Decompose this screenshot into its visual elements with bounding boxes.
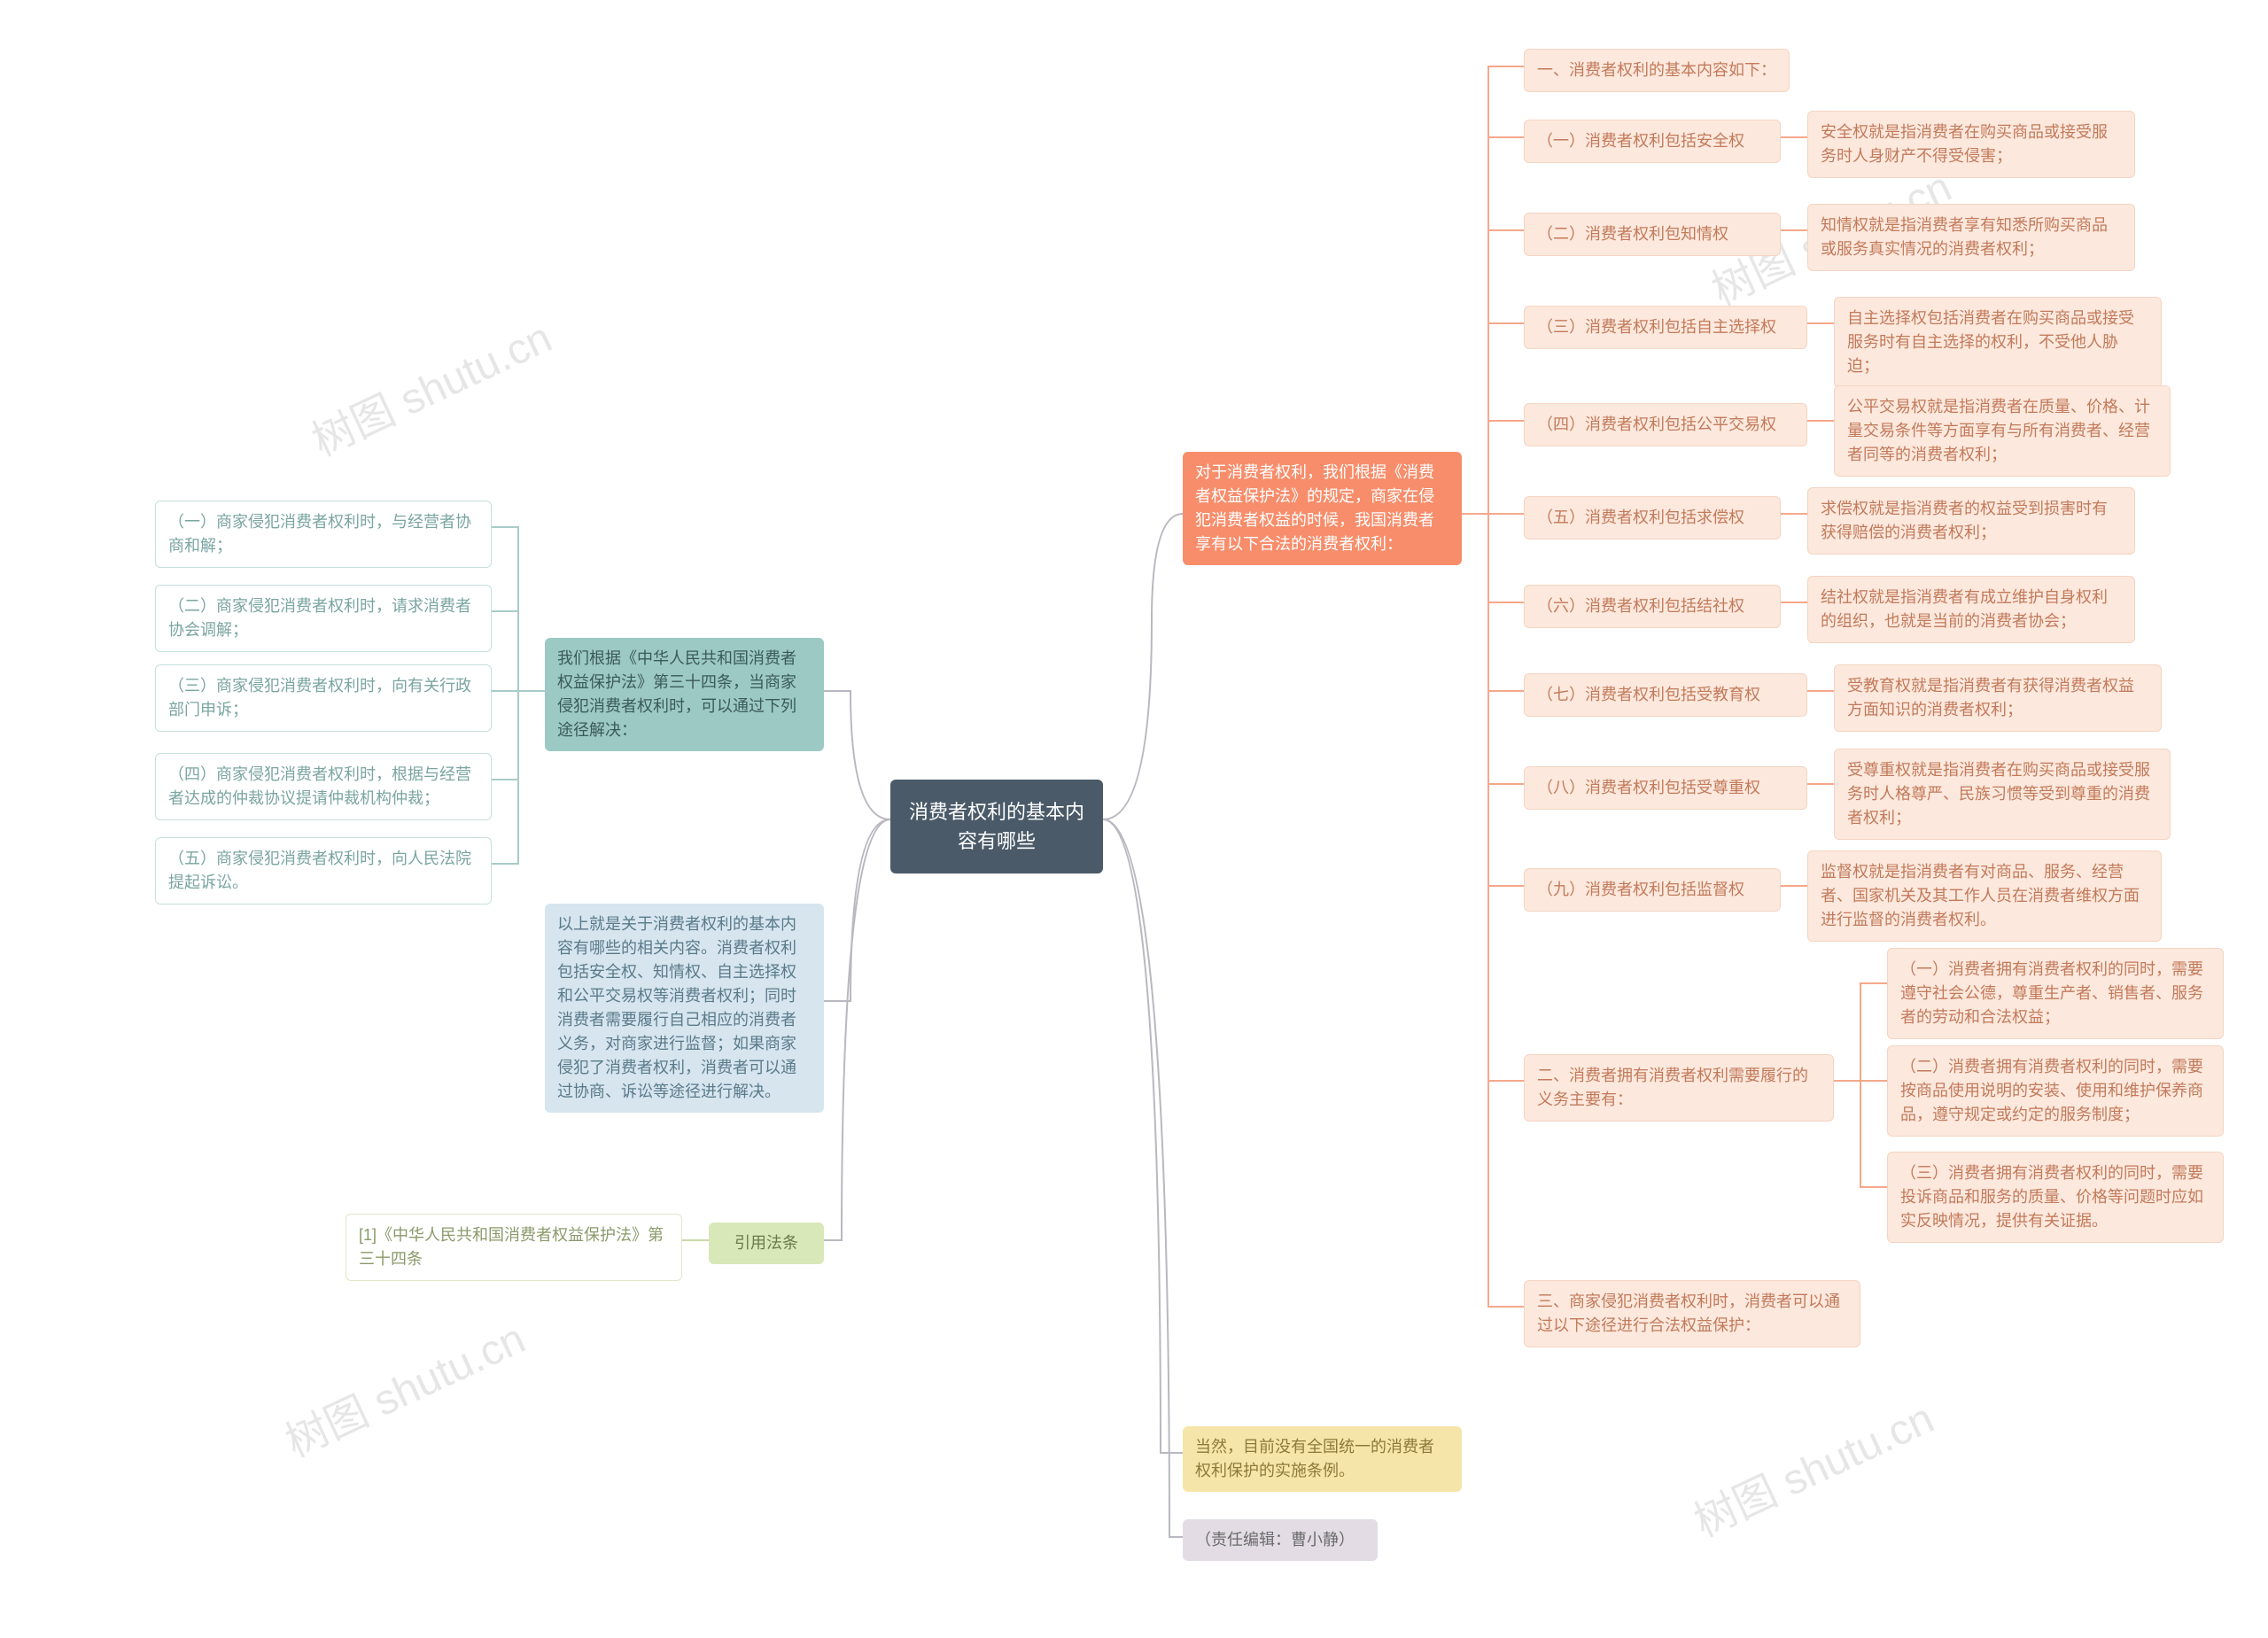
leaf-fair-desc: 公平交易权就是指消费者在质量、价格、计量交易条件等方面享有与所有消费者、经营者同… <box>1834 385 2171 477</box>
leaf-ob3: （三）消费者拥有消费者权利的同时，需要投诉商品和服务的质量、价格等问题时应如实反… <box>1887 1152 2224 1243</box>
leaf-choice-desc: 自主选择权包括消费者在购买商品或接受服务时有自主选择的权利，不受他人胁迫； <box>1834 297 2162 388</box>
leaf-assoc-desc: 结社权就是指消费者有成立维护自身权利的组织，也就是当前的消费者协会； <box>1807 576 2135 643</box>
left-l1: （一）商家侵犯消费者权利时，与经营者协商和解； <box>155 501 492 568</box>
left-l2: （二）商家侵犯消费者权利时，请求消费者协会调解； <box>155 585 492 652</box>
watermark: 树图 shutu.cn <box>274 1304 533 1469</box>
leaf-fair: （四）消费者权利包括公平交易权 <box>1524 403 1807 446</box>
left-branch-law: 我们根据《中华人民共和国消费者权益保护法》第三十四条，当商家侵犯消费者权利时，可… <box>545 638 824 751</box>
leaf-respect: （八）消费者权利包括受尊重权 <box>1524 766 1807 810</box>
leaf-respect-desc: 受尊重权就是指消费者在购买商品或接受服务时人格尊严、民族习惯等受到尊重的消费者权… <box>1834 749 2171 840</box>
left-l5: （五）商家侵犯消费者权利时，向人民法院提起诉讼。 <box>155 837 492 904</box>
leaf-know: （二）消费者权利包知情权 <box>1524 213 1781 256</box>
leaf-supervise-desc: 监督权就是指消费者有对商品、服务、经营者、国家机关及其工作人员在消费者维权方面进… <box>1807 850 2162 942</box>
left-l3: （三）商家侵犯消费者权利时，向有关行政部门申诉； <box>155 664 492 732</box>
watermark: 树图 shutu.cn <box>1682 1384 1942 1549</box>
leaf-know-desc: 知情权就是指消费者享有知悉所购买商品或服务真实情况的消费者权利； <box>1807 204 2135 271</box>
leaf-ob1: （一）消费者拥有消费者权利的同时，需要遵守社会公德，尊重生产者、销售者、服务者的… <box>1887 948 2224 1039</box>
leaf-edu: （七）消费者权利包括受教育权 <box>1524 673 1807 717</box>
leaf-supervise: （九）消费者权利包括监督权 <box>1524 868 1781 912</box>
right-branch-rights: 对于消费者权利，我们根据《消费者权益保护法》的规定，商家在侵犯消费者权益的时候，… <box>1183 452 1462 565</box>
leaf-choice: （三）消费者权利包括自主选择权 <box>1524 306 1807 349</box>
watermark: 树图 shutu.cn <box>300 303 560 468</box>
leaf-intro: 一、消费者权利的基本内容如下： <box>1524 49 1790 92</box>
leaf-obligations: 二、消费者拥有消费者权利需要履行的义务主要有： <box>1524 1054 1834 1122</box>
right-branch-editor: （责任编辑：曹小静） <box>1183 1519 1378 1561</box>
leaf-infringe: 三、商家侵犯消费者权利时，消费者可以通过以下途径进行合法权益保护： <box>1524 1280 1860 1347</box>
leaf-compensate: （五）消费者权利包括求偿权 <box>1524 496 1781 540</box>
root-node: 消费者权利的基本内容有哪些 <box>890 780 1103 873</box>
left-branch-citation: 引用法条 <box>709 1223 824 1264</box>
left-l4: （四）商家侵犯消费者权利时，根据与经营者达成的仲裁协议提请仲裁机构仲裁； <box>155 753 492 820</box>
leaf-safety: （一）消费者权利包括安全权 <box>1524 120 1781 163</box>
leaf-edu-desc: 受教育权就是指消费者有获得消费者权益方面知识的消费者权利； <box>1834 664 2162 732</box>
leaf-compensate-desc: 求偿权就是指消费者的权益受到损害时有获得赔偿的消费者权利； <box>1807 487 2135 555</box>
leaf-ob2: （二）消费者拥有消费者权利的同时，需要按商品使用说明的安装、使用和维护保养商品，… <box>1887 1045 2224 1137</box>
leaf-safety-desc: 安全权就是指消费者在购买商品或接受服务时人身财产不得受侵害； <box>1807 111 2135 178</box>
leaf-assoc: （六）消费者权利包括结社权 <box>1524 585 1781 628</box>
right-branch-note: 当然，目前没有全国统一的消费者权利保护的实施条例。 <box>1183 1426 1462 1492</box>
left-branch-summary: 以上就是关于消费者权利的基本内容有哪些的相关内容。消费者权利包括安全权、知情权、… <box>545 904 824 1113</box>
left-citation-desc: [1]《中华人民共和国消费者权益保护法》第三十四条 <box>346 1214 682 1281</box>
